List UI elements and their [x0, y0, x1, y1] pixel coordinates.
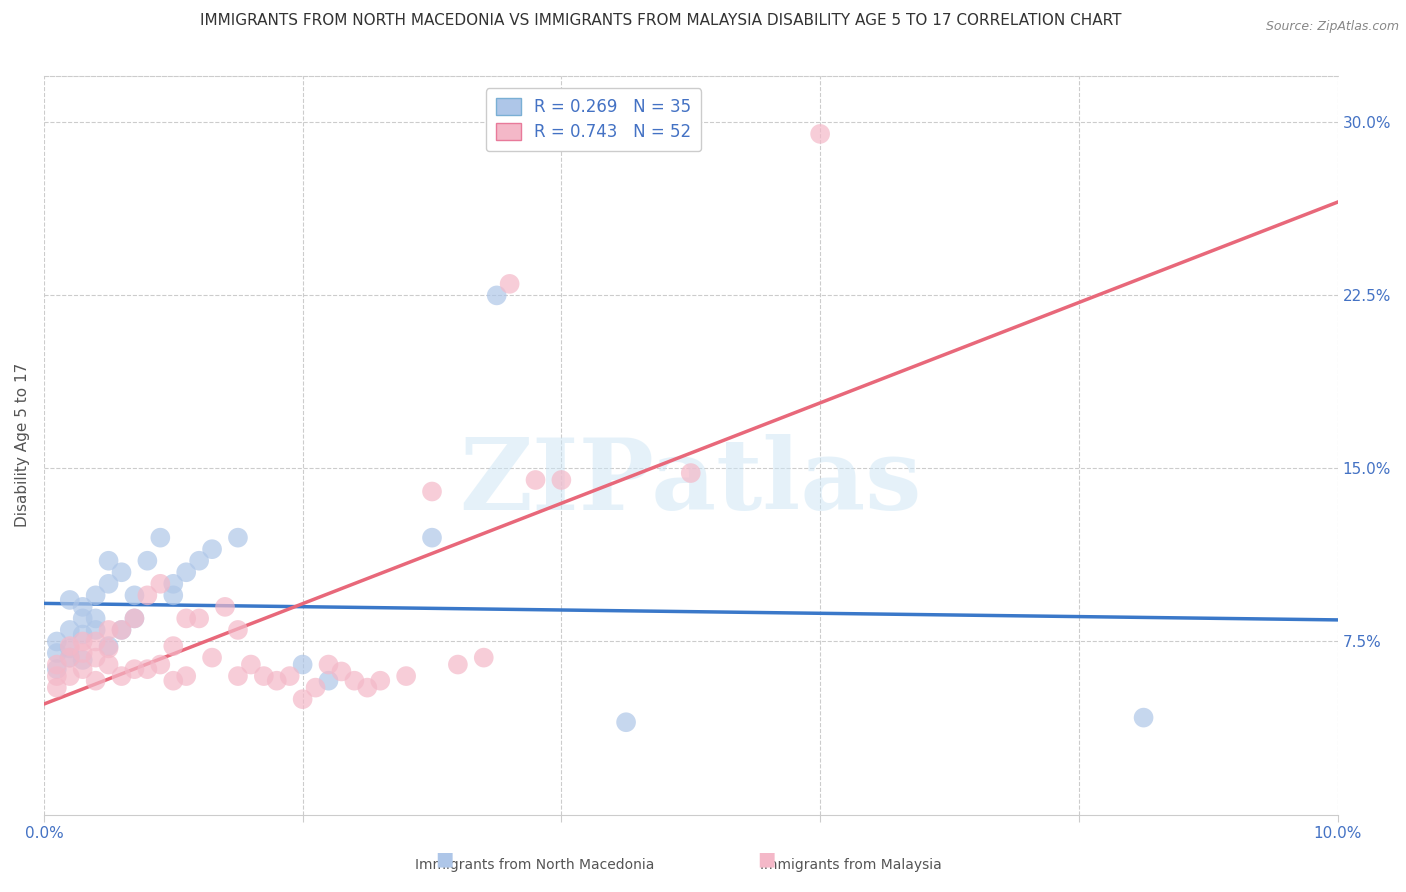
Point [110, 623, 132, 637]
Point [136, 554, 159, 568]
Point [330, 665, 353, 679]
Point [356, 681, 378, 695]
Point [291, 692, 314, 706]
Point [162, 588, 184, 602]
Point [214, 599, 236, 614]
Point [420, 531, 443, 545]
Point [524, 473, 547, 487]
Point [318, 657, 340, 672]
Point [239, 657, 262, 672]
Point [97, 576, 120, 591]
Point [72, 662, 94, 676]
Point [162, 673, 184, 688]
Point [59, 593, 82, 607]
Point [59, 639, 82, 653]
Point [72, 627, 94, 641]
Point [226, 623, 249, 637]
Y-axis label: Disability Age 5 to 17: Disability Age 5 to 17 [15, 363, 30, 527]
Text: Source: ZipAtlas.com: Source: ZipAtlas.com [1265, 20, 1399, 33]
Point [97, 623, 120, 637]
Point [188, 554, 211, 568]
Point [149, 657, 172, 672]
Point [162, 639, 184, 653]
Point [136, 588, 159, 602]
Point [59, 669, 82, 683]
Point [59, 623, 82, 637]
Point [485, 288, 508, 302]
Point [84, 623, 107, 637]
Point [72, 634, 94, 648]
Legend: R = 0.269   N = 35, R = 0.743   N = 52: R = 0.269 N = 35, R = 0.743 N = 52 [485, 88, 702, 152]
Point [45, 681, 67, 695]
Point [45, 662, 67, 676]
Point [174, 669, 197, 683]
Point [136, 662, 159, 676]
Text: ZIPatlas: ZIPatlas [460, 434, 922, 531]
Point [72, 646, 94, 660]
Point [266, 673, 288, 688]
Text: Immigrants from North Macedonia: Immigrants from North Macedonia [415, 858, 654, 872]
Point [201, 650, 224, 665]
Text: ■: ■ [434, 850, 454, 869]
Point [59, 641, 82, 656]
Point [395, 669, 418, 683]
Point [226, 531, 249, 545]
Point [110, 669, 132, 683]
Point [84, 588, 107, 602]
Point [304, 681, 326, 695]
Point [188, 611, 211, 625]
Point [614, 715, 637, 730]
Point [124, 662, 146, 676]
Text: IMMIGRANTS FROM NORTH MACEDONIA VS IMMIGRANTS FROM MALAYSIA DISABILITY AGE 5 TO : IMMIGRANTS FROM NORTH MACEDONIA VS IMMIG… [200, 13, 1122, 29]
Point [84, 611, 107, 625]
Point [45, 669, 67, 683]
Point [110, 566, 132, 580]
Point [110, 623, 132, 637]
Point [420, 484, 443, 499]
Point [84, 650, 107, 665]
Point [59, 650, 82, 665]
Point [124, 611, 146, 625]
Point [201, 542, 224, 557]
Point [472, 650, 495, 665]
Point [278, 669, 301, 683]
Point [45, 634, 67, 648]
Point [84, 673, 107, 688]
Point [550, 473, 572, 487]
Point [72, 599, 94, 614]
Point [149, 576, 172, 591]
Point [162, 576, 184, 591]
Point [97, 657, 120, 672]
Point [72, 653, 94, 667]
Point [498, 277, 520, 291]
Point [84, 634, 107, 648]
Text: Immigrants from Malaysia: Immigrants from Malaysia [759, 858, 942, 872]
Point [174, 611, 197, 625]
Point [174, 566, 197, 580]
Point [368, 673, 391, 688]
Point [253, 669, 276, 683]
Point [45, 646, 67, 660]
Point [45, 657, 67, 672]
Point [97, 639, 120, 653]
Point [679, 466, 702, 480]
Point [149, 531, 172, 545]
Point [59, 650, 82, 665]
Point [808, 127, 831, 141]
Point [1132, 710, 1154, 724]
Point [124, 588, 146, 602]
Point [124, 611, 146, 625]
Point [72, 611, 94, 625]
Point [447, 657, 470, 672]
Point [97, 641, 120, 656]
Point [291, 657, 314, 672]
Point [343, 673, 366, 688]
Point [226, 669, 249, 683]
Text: ■: ■ [756, 850, 776, 869]
Point [97, 554, 120, 568]
Point [318, 673, 340, 688]
